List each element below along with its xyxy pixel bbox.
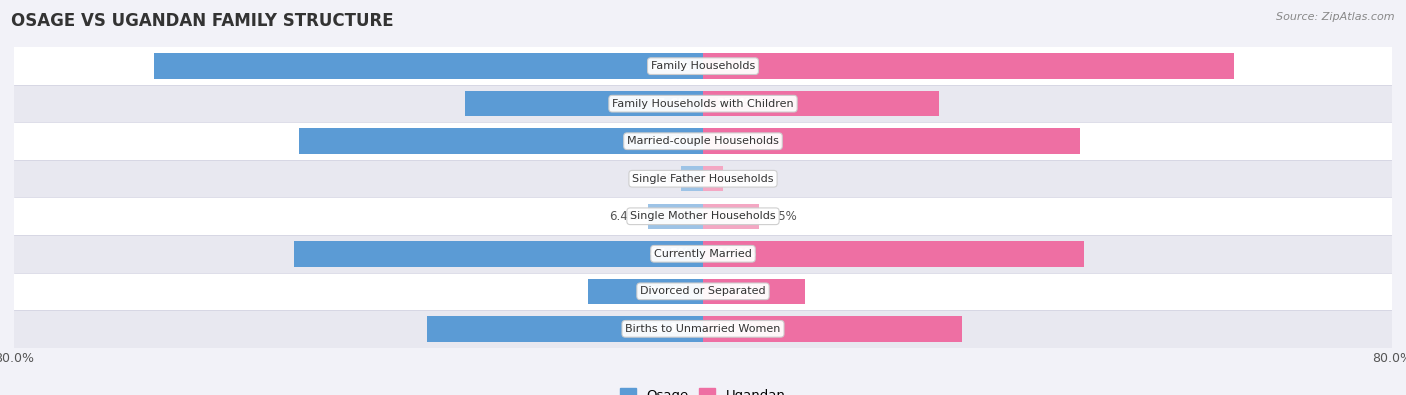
Bar — [703, 241, 1084, 267]
Text: 27.4%: 27.4% — [716, 97, 756, 110]
Bar — [703, 166, 723, 192]
Text: 11.8%: 11.8% — [716, 285, 756, 298]
Text: Family Households: Family Households — [651, 61, 755, 71]
Bar — [465, 91, 703, 117]
Text: 6.4%: 6.4% — [609, 210, 640, 223]
FancyBboxPatch shape — [14, 273, 1392, 310]
Bar — [588, 278, 703, 304]
Text: Births to Unmarried Women: Births to Unmarried Women — [626, 324, 780, 334]
Text: Family Households with Children: Family Households with Children — [612, 99, 794, 109]
Bar — [426, 316, 703, 342]
Text: 30.1%: 30.1% — [716, 322, 756, 335]
Text: 44.2%: 44.2% — [716, 247, 756, 260]
Bar — [703, 53, 1234, 79]
Bar — [703, 91, 939, 117]
Text: 2.5%: 2.5% — [643, 172, 673, 185]
Text: Source: ZipAtlas.com: Source: ZipAtlas.com — [1277, 12, 1395, 22]
Text: 32.1%: 32.1% — [650, 322, 690, 335]
FancyBboxPatch shape — [14, 310, 1392, 348]
Text: Single Father Households: Single Father Households — [633, 174, 773, 184]
Text: 2.3%: 2.3% — [731, 172, 761, 185]
Text: 27.6%: 27.6% — [650, 97, 690, 110]
FancyBboxPatch shape — [14, 235, 1392, 273]
FancyBboxPatch shape — [14, 122, 1392, 160]
Text: Divorced or Separated: Divorced or Separated — [640, 286, 766, 296]
Bar — [682, 166, 703, 192]
Text: 43.8%: 43.8% — [716, 135, 756, 148]
Bar — [299, 128, 703, 154]
Text: 6.5%: 6.5% — [768, 210, 797, 223]
Text: 46.9%: 46.9% — [650, 135, 690, 148]
Bar — [703, 203, 759, 229]
Text: OSAGE VS UGANDAN FAMILY STRUCTURE: OSAGE VS UGANDAN FAMILY STRUCTURE — [11, 12, 394, 30]
Text: 13.4%: 13.4% — [650, 285, 690, 298]
Bar — [703, 128, 1080, 154]
Bar — [648, 203, 703, 229]
Text: 61.7%: 61.7% — [716, 60, 756, 73]
FancyBboxPatch shape — [14, 160, 1392, 198]
Text: Single Mother Households: Single Mother Households — [630, 211, 776, 221]
FancyBboxPatch shape — [14, 198, 1392, 235]
Bar — [703, 316, 962, 342]
Text: Currently Married: Currently Married — [654, 249, 752, 259]
Text: 47.5%: 47.5% — [650, 247, 690, 260]
FancyBboxPatch shape — [14, 85, 1392, 122]
Bar — [294, 241, 703, 267]
FancyBboxPatch shape — [14, 47, 1392, 85]
Text: 63.7%: 63.7% — [650, 60, 690, 73]
Legend: Osage, Ugandan: Osage, Ugandan — [614, 383, 792, 395]
Bar — [703, 278, 804, 304]
Text: Married-couple Households: Married-couple Households — [627, 136, 779, 146]
Bar — [155, 53, 703, 79]
